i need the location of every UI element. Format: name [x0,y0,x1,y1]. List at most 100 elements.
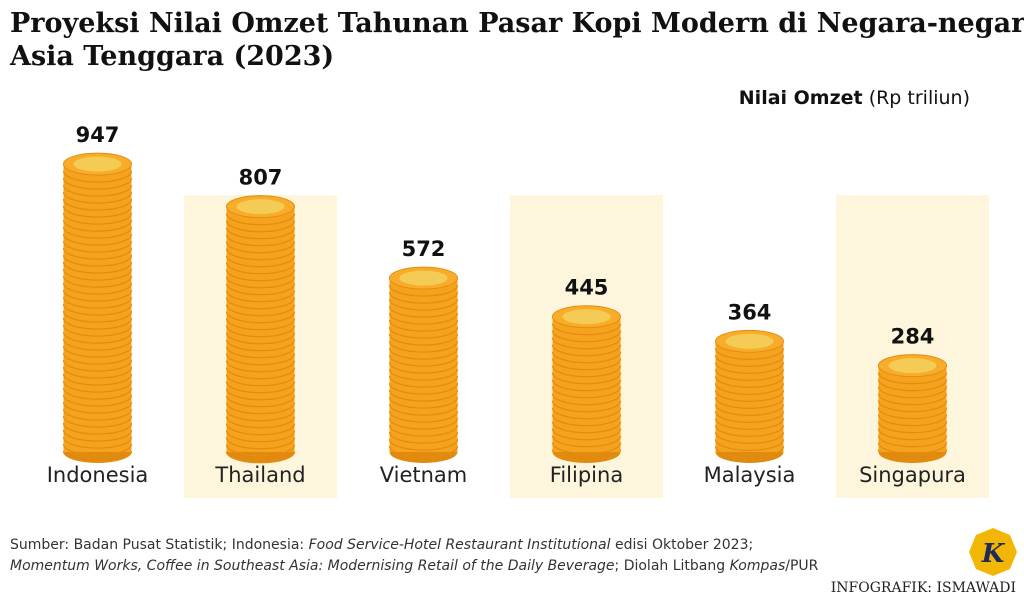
coin-edge [62,297,133,309]
coin-edge [714,397,785,409]
coin-edge [388,432,459,444]
coin-edge [877,421,948,434]
coin-edge [877,400,948,413]
coin-edge [62,276,133,288]
coin-edge [714,383,785,395]
coin-edge [225,227,296,240]
unit-name: Nilai Omzet [739,87,863,109]
coin-edge [225,255,296,268]
coin-edge [62,339,133,351]
coin-face [73,156,122,172]
coin-edge [62,318,133,330]
coin-edge [62,206,133,218]
coin-edge [225,262,296,275]
coin-edge [388,355,459,367]
coin-edge [225,290,296,303]
coin-face [725,333,774,349]
coin-edge [225,297,296,310]
coin-edge [551,365,622,378]
coin-edge [62,213,133,225]
source-text: Food Service-Hotel Restaurant Institutio… [309,537,611,553]
coin-stack [388,266,459,463]
coin-edge [62,423,133,435]
coin-edge [388,327,459,339]
coin-face [888,358,937,374]
coin-face [562,309,611,325]
coin-edge [62,311,133,323]
coin-edge [225,374,296,387]
coin-edge [62,178,133,190]
coin-edge [62,199,133,211]
coin-edge [551,323,622,336]
coin-edge [388,411,459,423]
coin-edge [714,411,785,423]
coin-edge [62,234,133,246]
coin-edge [388,292,459,304]
coin-edge [225,381,296,394]
coin-edge [551,421,622,434]
coin-edge [551,449,622,462]
coin-face [399,270,448,286]
coin-edge [225,339,296,352]
coin-edge [551,330,622,343]
coin-edge [225,402,296,415]
coin-edge [388,285,459,297]
coin-edge [62,402,133,414]
coin-edge [551,407,622,420]
coin-edge [551,358,622,371]
source-line: Momentum Works, Coffee in Southeast Asia… [10,558,819,574]
coin-edge [388,299,459,311]
coin-edge [62,353,133,365]
source-text: Momentum Works, Coffee in Southeast Asia… [10,558,615,574]
coin-edge [225,353,296,366]
coin-edge [62,409,133,421]
coin-edge [225,416,296,429]
coin-edge [62,437,133,449]
coin-edge [62,388,133,400]
x-tick-label: Thailand [214,463,305,487]
coin-edge [388,348,459,360]
x-tick-label: Filipina [550,463,623,487]
coin-edge [877,428,948,441]
value-label: 947 [76,123,120,147]
coin-edge [714,425,785,437]
coin-edge [62,227,133,239]
coin-edge [62,255,133,267]
coin-edge [388,404,459,416]
coin-edge [714,376,785,388]
unit-label: Nilai Omzet (Rp triliun) [739,87,970,109]
coin-edge [225,367,296,380]
coin-edge [62,241,133,253]
coin-edge [551,435,622,448]
x-tick-label: Malaysia [704,463,796,487]
coin-edge [388,334,459,346]
coin-edge [714,362,785,374]
coin-edge [714,390,785,402]
coin-edge [225,388,296,401]
coin-edge [62,304,133,316]
x-tick-label: Singapura [859,463,966,487]
coin-edge [225,234,296,247]
coin-body [715,341,784,452]
coin-edge [62,290,133,302]
source-text: edisi Oktober 2023; [611,537,754,553]
source-text: /PUR [785,558,818,574]
coin-edge [225,360,296,373]
chart-title: Asia Tenggara (2023) [9,41,334,72]
coin-edge [62,374,133,386]
coin-edge [62,360,133,372]
coin-edge [225,332,296,345]
coin-edge [551,393,622,406]
coin-edge [225,220,296,233]
coin-edge [62,367,133,379]
coin-edge [388,362,459,374]
coin-edge [388,446,459,458]
coin-edge [225,304,296,317]
coin-edge [877,435,948,448]
coin-edge [551,344,622,357]
coin-edge [62,416,133,428]
coin-edge [877,386,948,399]
coin-stack [225,195,296,464]
coin-face [236,199,285,215]
